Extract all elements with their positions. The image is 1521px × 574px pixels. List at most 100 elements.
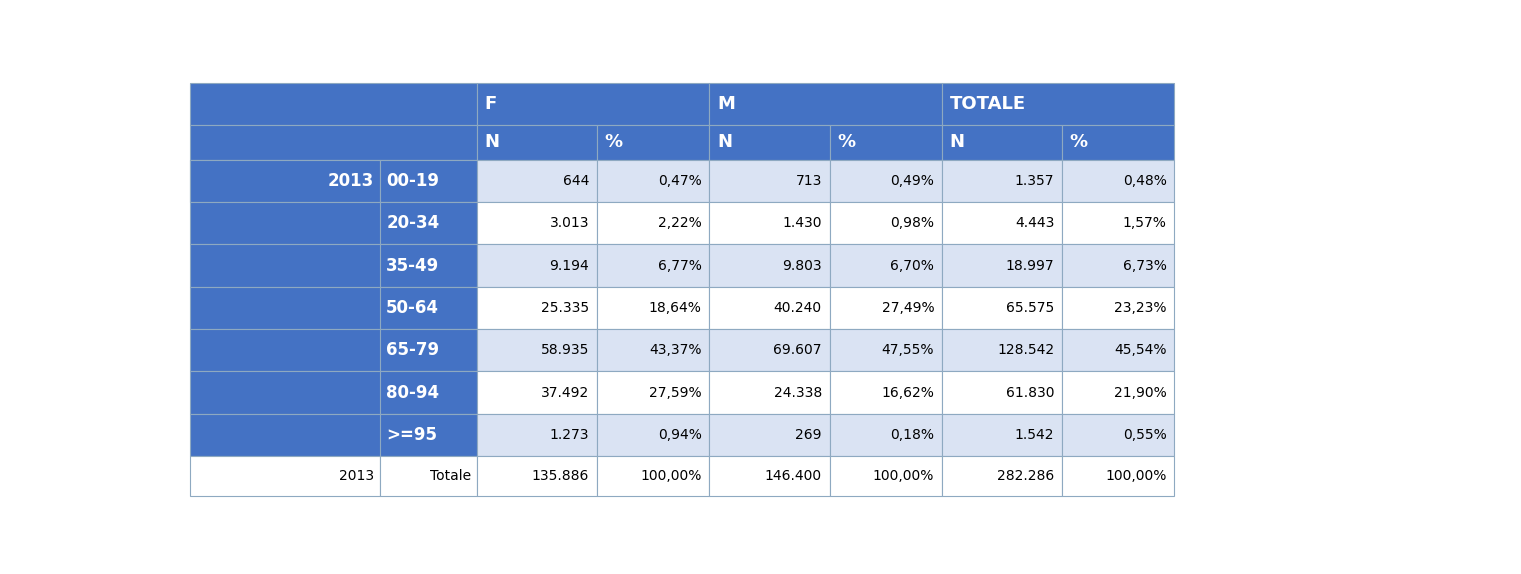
Text: N: N [949, 133, 964, 152]
Text: 37.492: 37.492 [541, 386, 589, 400]
Text: TOTALE: TOTALE [949, 95, 1025, 113]
Bar [941, 414, 1062, 456]
Bar [478, 160, 598, 202]
Bar [829, 329, 941, 371]
Bar [1062, 202, 1174, 245]
Bar [478, 371, 598, 414]
Bar [709, 245, 829, 287]
Text: 9.194: 9.194 [549, 259, 589, 273]
Bar [190, 160, 380, 202]
Bar [598, 125, 709, 160]
Bar [829, 414, 941, 456]
Text: 24.338: 24.338 [774, 386, 821, 400]
Text: M: M [716, 95, 735, 113]
Bar [598, 371, 709, 414]
Bar [380, 287, 478, 329]
Text: 2013: 2013 [327, 172, 374, 190]
Text: 00-19: 00-19 [386, 172, 440, 190]
Text: 25.335: 25.335 [541, 301, 589, 315]
Bar [478, 245, 598, 287]
Bar [478, 414, 598, 456]
Text: 65-79: 65-79 [386, 342, 440, 359]
Text: 135.886: 135.886 [532, 469, 589, 483]
Text: 69.607: 69.607 [773, 343, 821, 357]
Text: 18,64%: 18,64% [649, 301, 701, 315]
Bar [190, 287, 478, 329]
Text: 16,62%: 16,62% [881, 386, 934, 400]
Bar [478, 83, 709, 125]
Text: 9.803: 9.803 [782, 259, 821, 273]
Text: 100,00%: 100,00% [1106, 469, 1167, 483]
Bar [1062, 287, 1174, 329]
Text: 45,54%: 45,54% [1113, 343, 1167, 357]
Text: 1,57%: 1,57% [1122, 216, 1167, 230]
Text: 100,00%: 100,00% [640, 469, 701, 483]
Text: 282.286: 282.286 [996, 469, 1054, 483]
Text: 20-34: 20-34 [386, 214, 440, 232]
Text: 0,94%: 0,94% [657, 428, 701, 442]
Bar [829, 456, 941, 497]
Text: 0,47%: 0,47% [659, 174, 701, 188]
Bar [478, 456, 598, 497]
Bar [380, 329, 478, 371]
Bar [598, 245, 709, 287]
Bar [829, 160, 941, 202]
Bar [1062, 456, 1174, 497]
Text: 2013: 2013 [339, 469, 374, 483]
Bar [709, 414, 829, 456]
Text: N: N [485, 133, 499, 152]
Bar [598, 456, 709, 497]
Text: 65.575: 65.575 [1005, 301, 1054, 315]
Text: 713: 713 [795, 174, 821, 188]
Text: 269: 269 [795, 428, 821, 442]
Bar [709, 83, 941, 125]
Bar [1062, 329, 1174, 371]
Bar [190, 371, 478, 414]
Text: 23,23%: 23,23% [1113, 301, 1167, 315]
Text: %: % [1069, 133, 1088, 152]
Text: 0,48%: 0,48% [1122, 174, 1167, 188]
Text: 1.273: 1.273 [549, 428, 589, 442]
Bar [709, 202, 829, 245]
Text: 0,55%: 0,55% [1122, 428, 1167, 442]
Bar [941, 202, 1062, 245]
Bar [380, 160, 478, 202]
Bar [598, 414, 709, 456]
Text: 3.013: 3.013 [549, 216, 589, 230]
Bar [829, 287, 941, 329]
Text: 35-49: 35-49 [386, 257, 440, 274]
Text: %: % [837, 133, 855, 152]
Text: 6,77%: 6,77% [657, 259, 701, 273]
Text: 100,00%: 100,00% [873, 469, 934, 483]
Text: 21,90%: 21,90% [1113, 386, 1167, 400]
Bar [709, 287, 829, 329]
Text: %: % [605, 133, 624, 152]
Text: Totale: Totale [429, 469, 470, 483]
Bar [478, 287, 598, 329]
Text: 80-94: 80-94 [386, 383, 440, 402]
Bar [1062, 160, 1174, 202]
Text: 146.400: 146.400 [765, 469, 821, 483]
Bar [829, 202, 941, 245]
Bar [941, 329, 1062, 371]
Bar [941, 125, 1062, 160]
Bar [598, 329, 709, 371]
Text: 58.935: 58.935 [541, 343, 589, 357]
Bar [190, 329, 478, 371]
Bar [598, 160, 709, 202]
Bar [1062, 371, 1174, 414]
Text: 6,70%: 6,70% [890, 259, 934, 273]
Text: 0,18%: 0,18% [890, 428, 934, 442]
Text: >=95: >=95 [386, 426, 437, 444]
Bar [941, 371, 1062, 414]
Bar [941, 245, 1062, 287]
Bar [380, 414, 478, 456]
Bar [941, 287, 1062, 329]
Bar [190, 160, 478, 202]
Bar [1062, 414, 1174, 456]
Bar [380, 371, 478, 414]
Text: 6,73%: 6,73% [1122, 259, 1167, 273]
Bar [598, 287, 709, 329]
Bar [941, 456, 1062, 497]
Bar [478, 125, 598, 160]
